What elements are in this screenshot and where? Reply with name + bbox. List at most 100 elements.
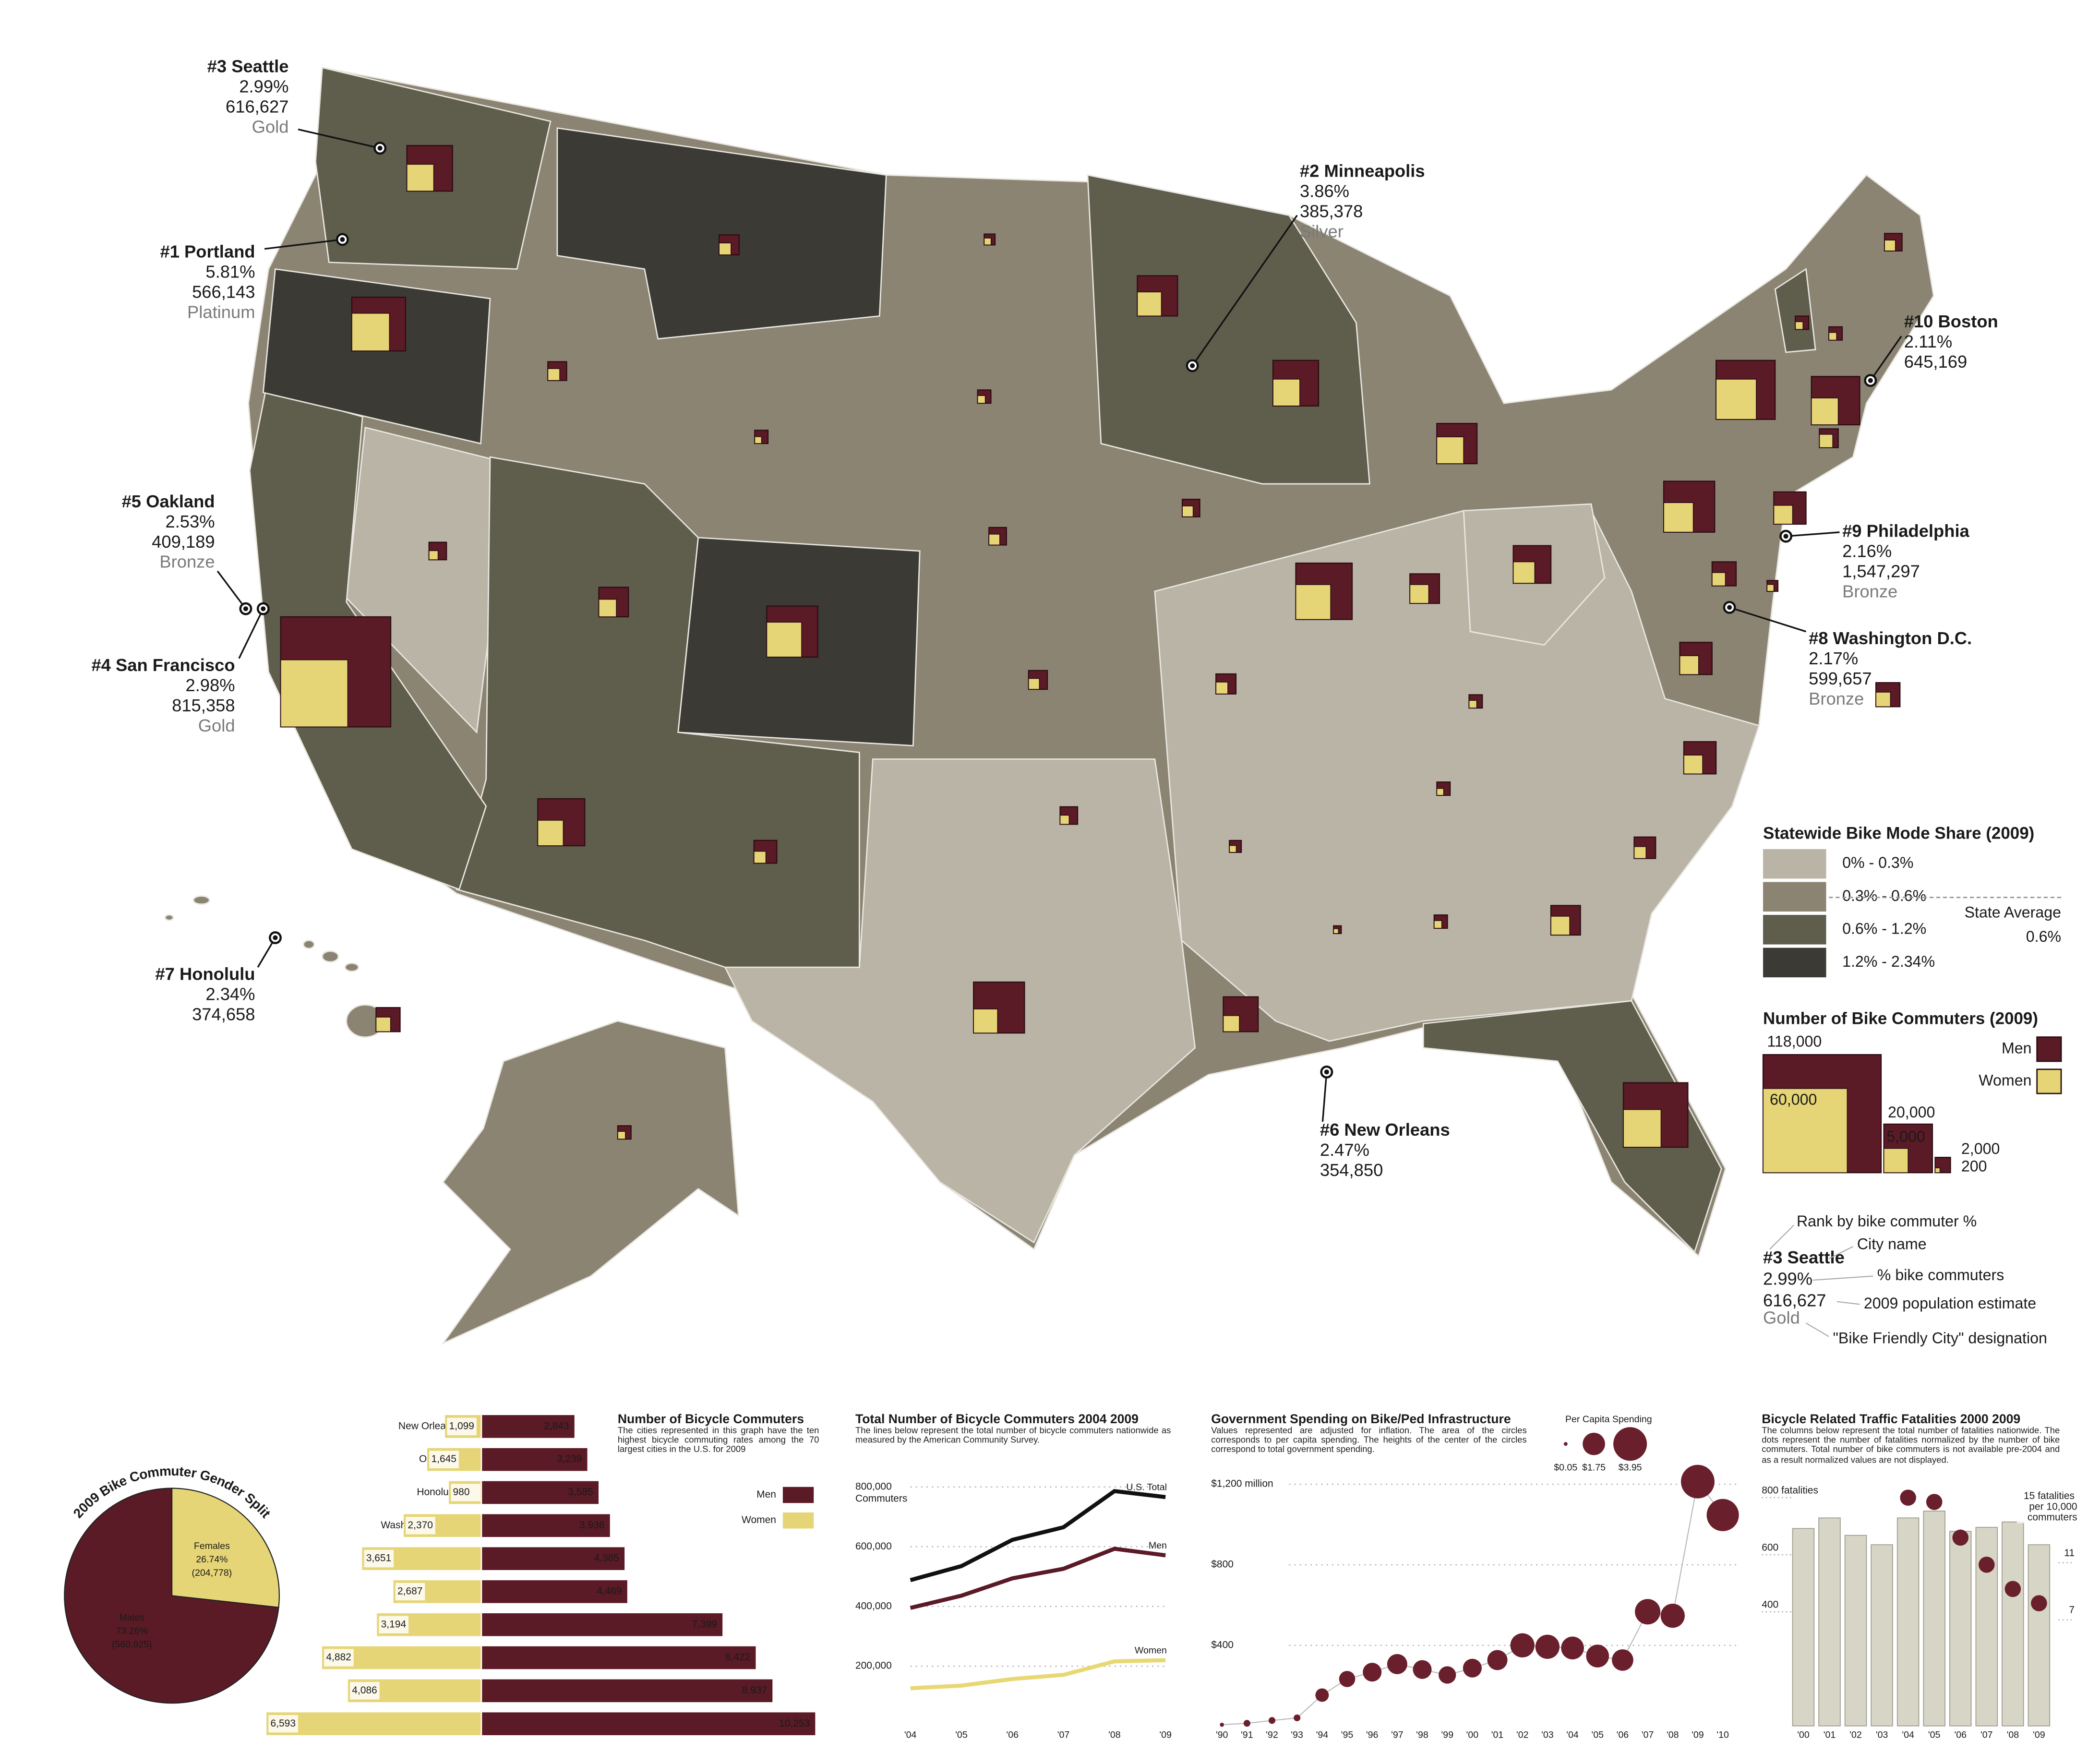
legend-men-swatch xyxy=(2036,1036,2062,1062)
legend-swatch xyxy=(782,1512,814,1529)
key-note: City name xyxy=(1857,1236,1927,1253)
legend-swatch xyxy=(782,1487,814,1503)
legend-label: 1.2% - 2.34% xyxy=(1842,953,1935,970)
women-square xyxy=(617,1131,626,1140)
women-square xyxy=(984,238,992,246)
city-dot-center xyxy=(1190,363,1195,368)
leader-line xyxy=(1191,215,1298,366)
x-tick-label: '08 xyxy=(1667,1729,1679,1740)
bubble xyxy=(1706,1499,1739,1531)
x-tick-label: '06 xyxy=(1617,1729,1629,1740)
city-population: 815,358 xyxy=(172,696,235,715)
city-dot-center xyxy=(1868,378,1873,383)
city-name: #6 New Orleans xyxy=(1320,1120,1450,1140)
x-tick-label: '91 xyxy=(1241,1729,1253,1740)
leader-line xyxy=(1729,606,1807,633)
city-dot-center xyxy=(1727,605,1732,610)
rate-dot xyxy=(2031,1595,2047,1611)
y-tick-label: 600 xyxy=(1762,1542,1778,1553)
y-tick-label: 400,000 xyxy=(855,1600,892,1611)
column xyxy=(1844,1535,1867,1727)
leader-line xyxy=(1870,336,1902,381)
women-square xyxy=(1333,928,1339,934)
bubble xyxy=(1220,1722,1224,1727)
column xyxy=(1792,1528,1815,1727)
bubble xyxy=(1363,1663,1382,1682)
bar-label-box xyxy=(395,1583,425,1601)
y-tick-label: $1,200 million xyxy=(1211,1478,1273,1489)
slice-count: (560,925) xyxy=(112,1639,152,1650)
x-tick-label: '00 xyxy=(1797,1729,1810,1740)
bubble xyxy=(1339,1671,1356,1687)
hawaii-island xyxy=(321,950,339,963)
city-name: #7 Honolulu xyxy=(155,964,255,984)
legend-label: 0.6% - 1.2% xyxy=(1842,920,1926,937)
city-designation: Bronze xyxy=(159,552,215,572)
women-square xyxy=(973,1008,998,1034)
city-share: 3.86% xyxy=(1300,181,1349,201)
women-square xyxy=(1663,502,1694,533)
size-legend-label: $1.75 xyxy=(1582,1463,1606,1473)
women-square xyxy=(753,851,767,864)
chart-subtitle: The columns below represent the total nu… xyxy=(1762,1426,2060,1465)
category-label: New Orleans xyxy=(398,1420,456,1431)
x-tick-label: '93 xyxy=(1291,1729,1303,1740)
key-share: 2.99% xyxy=(1763,1269,1812,1289)
key-note: "Bike Friendly City" designation xyxy=(1833,1330,2047,1347)
y-tick-label: 200,000 xyxy=(855,1660,892,1671)
x-tick-label: '09 xyxy=(1692,1729,1704,1740)
bar-label-box xyxy=(447,1417,477,1436)
women-square xyxy=(1811,397,1839,425)
bar-value: 6,593 xyxy=(271,1718,296,1729)
city-share: 2.98% xyxy=(185,675,235,695)
line-series xyxy=(910,1489,1166,1582)
state-region xyxy=(346,426,511,734)
average-label: State Average xyxy=(1965,904,2061,921)
city-name: #2 Minneapolis xyxy=(1300,161,1425,181)
leader-line xyxy=(238,608,264,659)
bar xyxy=(482,1448,588,1471)
city-population: 409,189 xyxy=(152,532,215,552)
bar-label-box xyxy=(429,1451,459,1468)
bar-label-box xyxy=(379,1616,408,1633)
bar-value: 3,936 xyxy=(579,1520,604,1531)
bar xyxy=(482,1415,575,1438)
legend-label: 0% - 0.3% xyxy=(1842,854,1913,871)
city-designation: Platinum xyxy=(187,302,255,322)
bubble xyxy=(1439,1666,1456,1684)
leader-line xyxy=(1786,531,1840,537)
rate-dot xyxy=(1900,1489,1916,1506)
bar-value: 4,469 xyxy=(597,1585,622,1596)
y-tick-label: 800 fatalities xyxy=(1762,1485,1818,1496)
women-square xyxy=(1433,920,1442,929)
key-connector xyxy=(1828,1246,1853,1260)
legend-title: Statewide Bike Mode Share (2009) xyxy=(1763,824,2034,842)
x-tick-label: '90 xyxy=(1216,1729,1228,1740)
bar xyxy=(266,1712,481,1735)
column xyxy=(1949,1531,1972,1727)
bar-value: 1,099 xyxy=(449,1420,474,1431)
state-region xyxy=(1087,174,1370,485)
bubble xyxy=(1268,1717,1276,1724)
bar xyxy=(482,1514,610,1537)
chart-subtitle: The lines below represent the total numb… xyxy=(855,1426,1171,1446)
women-square xyxy=(1436,436,1464,464)
legend-men-label: Men xyxy=(2002,1039,2032,1056)
column xyxy=(1818,1517,1841,1727)
bubble xyxy=(1315,1688,1329,1702)
city-share: 2.99% xyxy=(239,76,288,96)
women-square xyxy=(547,368,560,381)
key-connector xyxy=(1769,1224,1795,1250)
x-tick-label: '07 xyxy=(1642,1729,1654,1740)
x-tick-label: '02 xyxy=(1849,1729,1862,1740)
legend-title: Number of Bike Commuters (2009) xyxy=(1763,1009,2038,1028)
city-designation: Silver xyxy=(1300,222,1344,241)
chart-subtitle-box: The columns below represent the total nu… xyxy=(1762,1426,2060,1465)
women-square xyxy=(1436,788,1444,796)
hawaii-island xyxy=(302,939,315,949)
leader-line xyxy=(216,570,247,610)
bubble xyxy=(1487,1650,1508,1670)
bar-value: 1,645 xyxy=(432,1453,456,1464)
women-square xyxy=(1623,1109,1662,1148)
city-designation: Gold xyxy=(198,716,235,735)
